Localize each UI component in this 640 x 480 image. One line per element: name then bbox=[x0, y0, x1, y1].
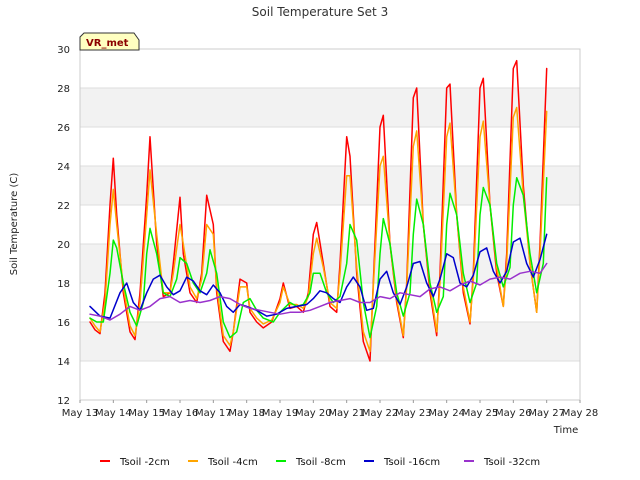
y-tick-label: 18 bbox=[57, 279, 70, 290]
legend-label: Tsoil -8cm bbox=[295, 457, 346, 468]
series-layer bbox=[89, 59, 548, 362]
x-tick-label: May 15 bbox=[128, 408, 165, 419]
x-tick-label: May 14 bbox=[95, 408, 132, 419]
chart-title: Soil Temperature Set 3 bbox=[252, 5, 388, 19]
x-tick-label: May 17 bbox=[195, 408, 232, 419]
x-axis-label: Time bbox=[553, 425, 578, 436]
grid-band bbox=[80, 322, 580, 361]
x-tick-label: May 13 bbox=[62, 408, 99, 419]
x-tick-label: May 19 bbox=[262, 408, 299, 419]
legend-label: Tsoil -16cm bbox=[383, 457, 440, 468]
x-tick-label: May 18 bbox=[228, 408, 265, 419]
y-tick-label: 26 bbox=[57, 123, 70, 134]
grid-band bbox=[80, 88, 580, 127]
y-tick-label: 12 bbox=[57, 396, 70, 407]
series-line-tsoil-32cm bbox=[89, 262, 548, 321]
legend: Tsoil -2cm Tsoil -4cm Tsoil -8cm Tsoil -16c… bbox=[100, 457, 540, 468]
x-tick-label: May 28 bbox=[562, 408, 599, 419]
grid-band bbox=[80, 166, 580, 205]
x-tick-label: May 26 bbox=[495, 408, 532, 419]
x-tick-label: May 16 bbox=[162, 408, 199, 419]
x-tick-label: May 22 bbox=[362, 408, 399, 419]
x-tick-label: May 21 bbox=[328, 408, 365, 419]
y-tick-label: 22 bbox=[57, 201, 70, 212]
x-tick-label: May 20 bbox=[295, 408, 332, 419]
y-tick-label: 30 bbox=[57, 45, 70, 56]
plot-frame bbox=[79, 48, 581, 401]
legend-label: Tsoil -32cm bbox=[483, 457, 540, 468]
x-tick-label: May 24 bbox=[428, 408, 465, 419]
y-tick-label: 14 bbox=[57, 357, 70, 368]
y-axis-ticks: 12 14 16 18 20 22 24 26 28 30 bbox=[57, 45, 70, 407]
y-tick-label: 16 bbox=[57, 318, 70, 329]
x-tick-label: May 23 bbox=[395, 408, 432, 419]
y-axis-label: Soil Temperature (C) bbox=[9, 173, 20, 276]
legend-label: Tsoil -4cm bbox=[207, 457, 258, 468]
series-line-tsoil-4cm bbox=[89, 106, 548, 353]
y-tick-label: 24 bbox=[57, 162, 70, 173]
plot-background bbox=[80, 49, 580, 400]
y-tick-label: 20 bbox=[57, 240, 70, 251]
x-tick-label: May 27 bbox=[528, 408, 565, 419]
legend-label: Tsoil -2cm bbox=[119, 457, 170, 468]
series-line-tsoil-8cm bbox=[89, 176, 548, 339]
series-line-tsoil-16cm bbox=[89, 233, 548, 319]
badge-label: VR_met bbox=[86, 38, 129, 49]
vr-met-badge: VR_met bbox=[79, 32, 140, 51]
x-tick-label: May 25 bbox=[462, 408, 499, 419]
y-tick-label: 28 bbox=[57, 84, 70, 95]
